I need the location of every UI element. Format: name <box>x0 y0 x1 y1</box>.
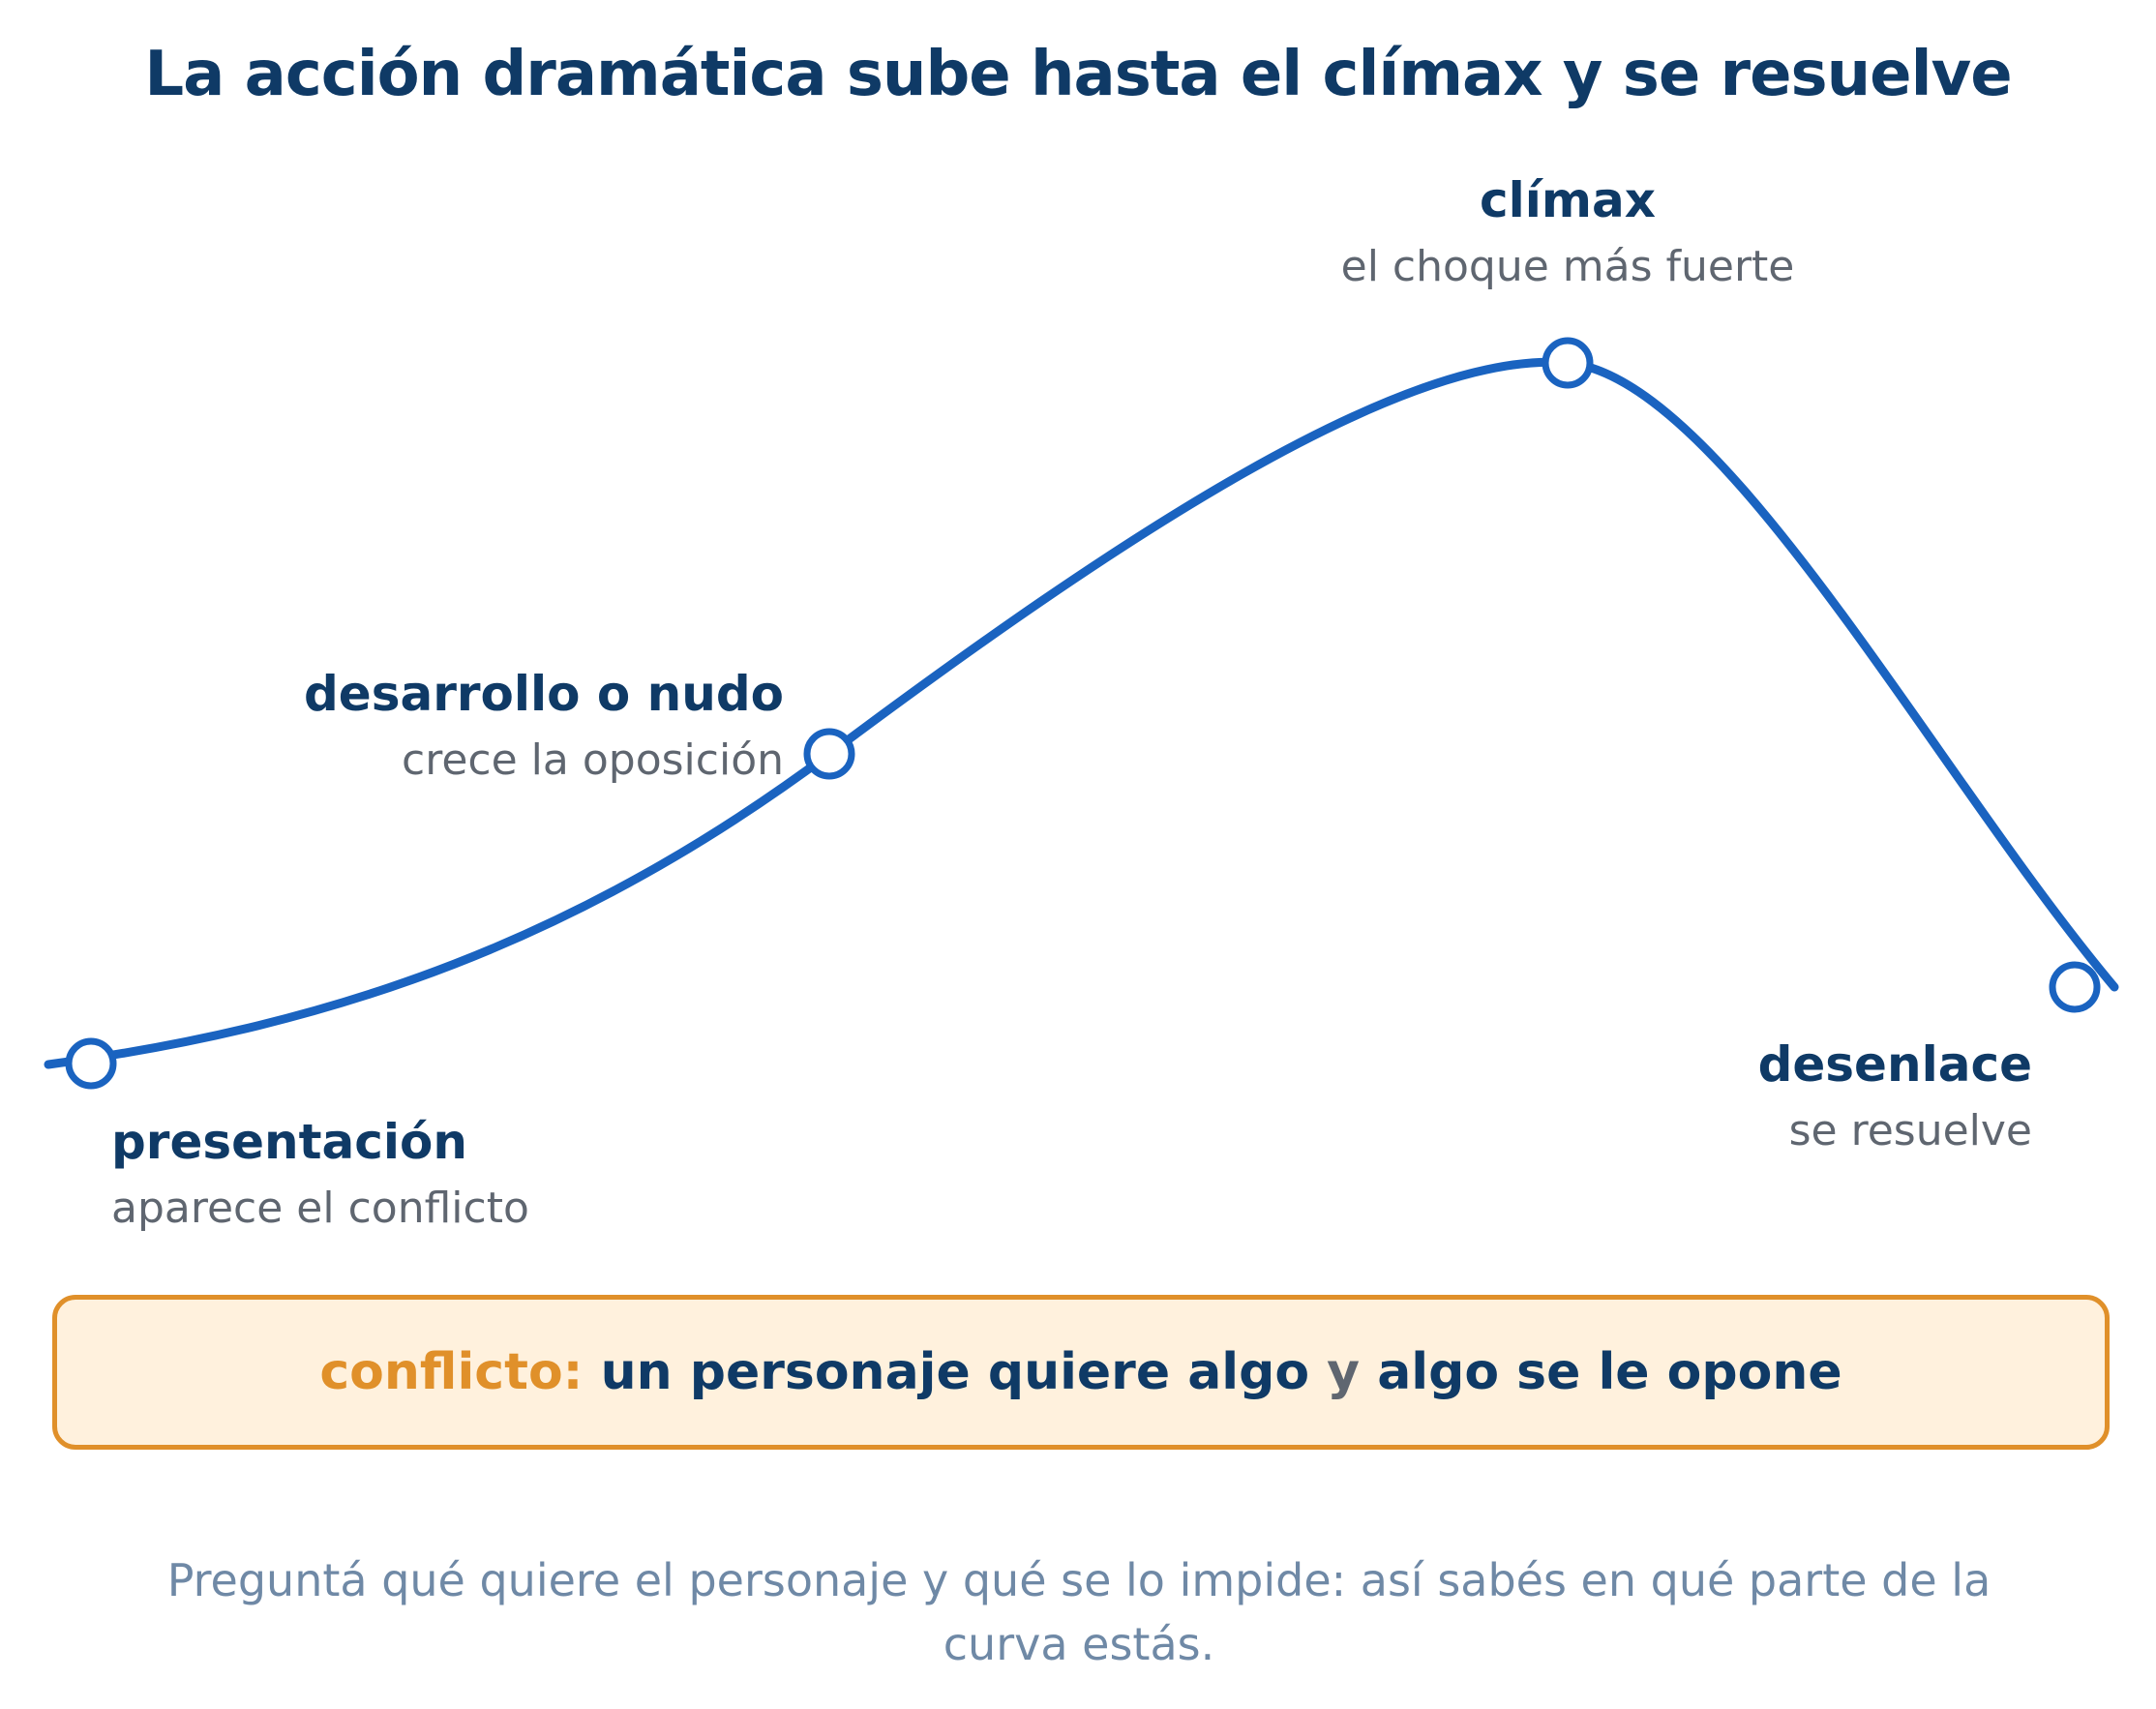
stage-name: desenlace <box>1757 1036 2032 1093</box>
dramatic-arc-curve <box>44 357 2119 1069</box>
stage-name: clímax <box>1479 172 1656 228</box>
stage-marker-climax <box>1542 337 1594 389</box>
stage-marker-desenlace <box>2049 961 2101 1013</box>
stage-description: se resuelve <box>1788 1106 2032 1155</box>
callout-keyword: conflicto: <box>319 1343 584 1401</box>
stage-label-desarrollo: desarrollo o nudo crece la oposición <box>203 660 784 794</box>
callout-part-1: un personaje quiere algo <box>600 1343 1310 1401</box>
stage-name: presentación <box>111 1114 467 1170</box>
stage-marker-presentacion <box>65 1037 117 1090</box>
stage-label-desenlace: desenlace se resuelve <box>1452 1031 2032 1164</box>
footnote: Preguntá qué quiere el personaje y qué s… <box>166 1554 1991 1670</box>
diagram-title: La acción dramática sube hasta el clímax… <box>144 39 2012 110</box>
conflict-callout: conflicto: un personaje quiere algo y al… <box>52 1295 2110 1450</box>
callout-part-2: algo se le opone <box>1377 1343 1842 1401</box>
callout-conjunction: y <box>1327 1343 1361 1401</box>
stage-label-climax: clímax el choque más fuerte <box>1277 166 1858 300</box>
stage-description: el choque más fuerte <box>1340 242 1795 291</box>
stage-name: desarrollo o nudo <box>304 666 784 722</box>
stage-description: crece la oposición <box>402 735 784 785</box>
stage-description: aparece el conflicto <box>111 1184 529 1233</box>
stage-label-presentacion: presentación aparece el conflicto <box>111 1108 789 1242</box>
stage-marker-desarrollo <box>803 728 855 780</box>
